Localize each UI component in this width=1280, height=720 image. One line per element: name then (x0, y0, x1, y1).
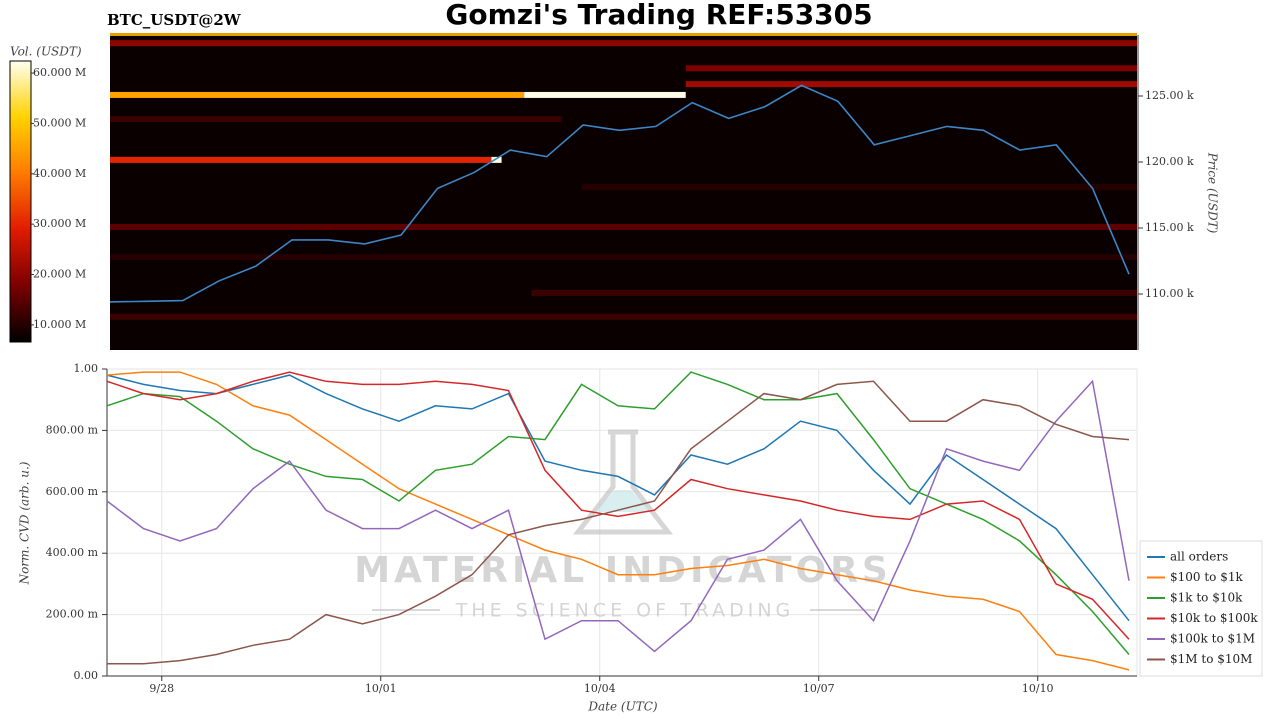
x-axis-label: Date (UTC) (587, 700, 657, 714)
colorbar-tick-label: 50.000 M (33, 116, 86, 129)
x-tick-label: 10/07 (803, 682, 835, 695)
cvd-line (106, 379, 1130, 653)
volume-level (110, 156, 492, 163)
legend-box (1139, 540, 1263, 677)
cvd-line (106, 374, 1130, 622)
y-tick-label: 110.00 k (1145, 287, 1194, 300)
y-axis-label: Price (USDT) (1206, 152, 1220, 234)
volume-level (524, 91, 686, 98)
x-tick-label: 10/01 (365, 682, 397, 695)
watermark-flask (572, 429, 674, 535)
colorbar-tick-label: 20.000 M (33, 268, 86, 281)
price-line (109, 84, 1130, 303)
volume-level (110, 91, 525, 98)
x-tick-label: 10/10 (1022, 682, 1054, 695)
volume-level (110, 116, 562, 123)
colorbar-tick-label: 60.000 M (33, 66, 86, 79)
chart-title: Gomzi's Trading REF:53305 (445, 0, 872, 31)
y-tick-label: 400.00 m (46, 546, 99, 559)
volume-level (110, 254, 1137, 261)
chart-subtitle: BTC_USDT@2W (107, 11, 242, 29)
volume-level (685, 81, 1137, 88)
y-tick-label: 800.00 m (46, 423, 99, 436)
y-tick-label: 600.00 m (46, 485, 99, 498)
y-tick-label: 125.00 k (1145, 89, 1194, 102)
x-tick-label: 9/28 (149, 682, 174, 695)
legend-label: all orders (1170, 550, 1228, 564)
y-tick-label: 0.00 (74, 669, 99, 682)
y-tick-label: 200.00 m (46, 608, 99, 621)
y-tick-label: 1.00 (74, 362, 99, 375)
legend-label: $100 to $1k (1170, 570, 1243, 584)
volume-level (110, 40, 1137, 47)
volume-level (581, 184, 1137, 191)
colorbar-tick-label: 30.000 M (33, 217, 86, 230)
legend-label: $1M to $10M (1170, 652, 1252, 666)
watermark-liquid (595, 490, 651, 512)
x-tick-label: 10/04 (584, 682, 616, 695)
legend-label: $10k to $100k (1170, 611, 1258, 625)
y-axis-label: Norm. CVD (arb. u.) (18, 461, 32, 585)
legend-label: $1k to $10k (1170, 591, 1243, 605)
volume-level (110, 313, 1137, 320)
cvd-line (107, 380, 1130, 665)
watermark-name: MATERIAL INDICATORS (354, 550, 892, 591)
y-tick-label: 115.00 k (1145, 221, 1194, 234)
heatmap-background (110, 35, 1137, 350)
cvd-line (106, 371, 1130, 655)
volume-level (531, 289, 1137, 296)
legend-label: $100k to $1M (1170, 632, 1255, 646)
volume-level (685, 65, 1137, 72)
colorbar-tick-label: 40.000 M (33, 167, 86, 180)
watermark-tagline: THE SCIENCE OF TRADING (455, 600, 795, 622)
colorbar (9, 60, 32, 343)
watermark: MATERIAL INDICATORS THE SCIENCE OF TRADI… (354, 429, 892, 622)
volume-level (110, 223, 1137, 230)
cvd-line (106, 371, 1130, 671)
y-tick-label: 120.00 k (1145, 155, 1194, 168)
volume-level (491, 156, 502, 163)
colorbar-label: Vol. (USDT) (10, 45, 82, 59)
colorbar-tick-label: 10.000 M (33, 318, 86, 331)
cvd-line (106, 371, 1130, 640)
heatmap-top-edge (110, 33, 1137, 36)
